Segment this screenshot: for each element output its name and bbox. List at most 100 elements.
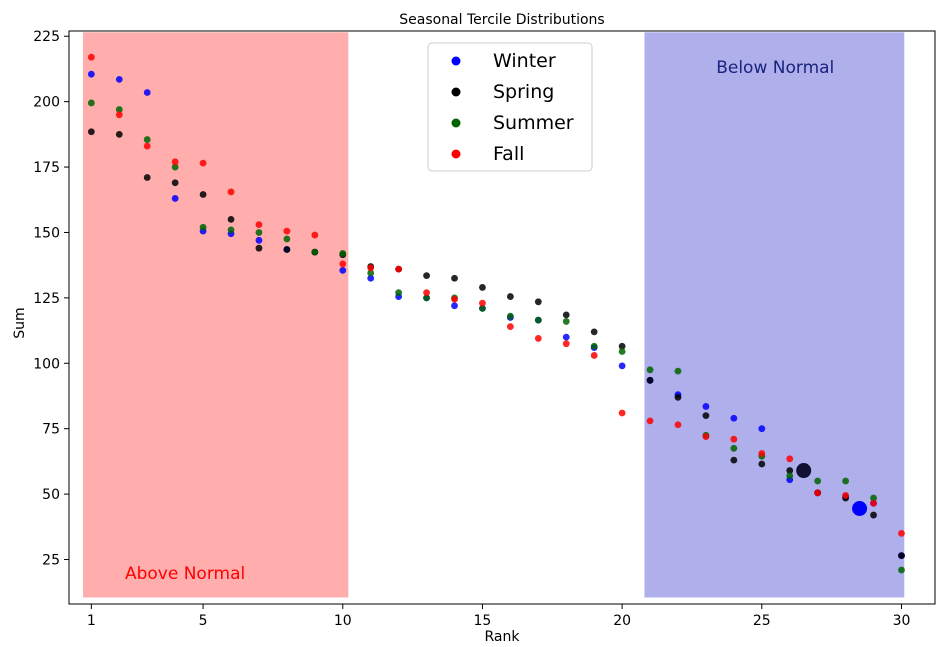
point-winter-14 [451,302,458,310]
point-spring-24 [730,456,738,464]
point-spring-30 [898,552,905,559]
region-label-below-normal: Below Normal [716,58,834,78]
point-spring-17 [534,298,542,306]
point-fall-21 [646,417,654,425]
region-label-above-normal: Above Normal [125,564,245,584]
point-fall-9 [311,231,319,239]
point-fall-27 [814,489,822,497]
legend-label-spring: Spring [493,81,554,103]
point-summer-7 [255,229,263,236]
point-summer-10 [339,249,347,257]
point-summer-3 [143,136,151,143]
point-summer-2 [115,106,123,113]
point-summer-12 [395,289,403,297]
legend-label-summer: Summer [493,112,574,134]
point-spring-2 [115,130,123,138]
point-winter-18 [562,333,570,341]
point-fall-24 [730,435,738,443]
point-fall-13 [423,289,430,297]
chart-title: Seasonal Tercile Distributions [399,12,604,28]
point-fall-20 [618,409,626,417]
x-tick-label-25: 25 [753,613,771,629]
plot-frame [68,30,936,605]
axes-layer [68,30,936,605]
point-winter-24 [730,414,738,422]
point-fall-11 [367,264,375,272]
point-winter-11 [367,274,375,282]
point-summer-9 [311,248,319,256]
point-winter-7 [255,236,263,244]
y-tick-label-50: 50 [42,487,60,503]
point-winter-25 [758,425,766,433]
point-fall-8 [283,227,291,235]
point-spring-15 [479,284,486,291]
point-spring-5 [199,191,207,198]
legend-marker-winter [451,56,461,66]
point-fall-23 [702,433,710,440]
point-summer-15 [479,304,486,312]
point-fall-16 [506,323,514,331]
point-fall-30 [898,529,905,537]
point-summer-17 [534,316,542,324]
x-tick-label-5: 5 [199,613,208,629]
point-summer-19 [590,342,598,350]
point-fall-2 [115,111,123,119]
point-summer-11 [367,269,375,277]
point-winter-10 [339,267,347,274]
y-tick-label-175: 175 [33,160,60,176]
legend-marker-spring [451,87,461,97]
point-fall-1 [87,53,95,61]
point-spring-14 [451,274,458,282]
highlight-point-winter [852,501,868,516]
point-spring-18 [562,311,570,319]
point-winter-1 [87,70,95,78]
point-spring-26 [786,467,794,474]
y-tick-label-150: 150 [33,225,60,241]
y-tick-label-200: 200 [33,95,60,111]
point-fall-6 [227,188,235,196]
y-tick-label-125: 125 [33,291,60,307]
point-spring-16 [506,293,514,300]
point-summer-20 [618,348,626,355]
point-summer-22 [674,367,682,375]
x-axis-label: Rank [485,629,521,645]
point-fall-18 [562,340,570,348]
x-tick-label-15: 15 [474,613,492,629]
legend-label-winter: Winter [493,50,556,72]
point-summer-16 [506,312,514,320]
point-fall-7 [255,221,263,229]
point-summer-18 [562,318,570,325]
legend: Winter Spring Summer Fall [427,42,593,172]
point-fall-28 [842,492,850,499]
point-winter-2 [115,76,123,83]
point-fall-5 [199,159,207,167]
point-summer-27 [814,477,822,485]
point-spring-20 [618,342,626,350]
point-summer-30 [898,566,905,574]
point-summer-5 [199,223,207,231]
point-fall-15 [479,299,486,307]
point-summer-24 [730,444,738,452]
point-fall-4 [171,158,179,166]
x-tick-label-1: 1 [87,613,96,629]
point-spring-21 [646,376,654,384]
point-summer-1 [87,99,95,107]
point-spring-1 [87,128,95,136]
point-spring-19 [590,328,598,336]
point-summer-13 [423,294,430,302]
y-tick-label-100: 100 [33,356,60,372]
point-fall-17 [534,335,542,342]
point-winter-4 [171,195,179,202]
legend-label-fall: Fall [493,143,524,165]
point-spring-3 [143,174,151,181]
point-spring-8 [283,246,291,253]
point-spring-22 [674,393,682,401]
y-tick-label-225: 225 [33,29,60,45]
point-fall-29 [870,499,877,507]
point-summer-6 [227,226,235,234]
point-summer-26 [786,472,794,480]
y-axis-label: Sum [12,307,28,338]
point-fall-26 [786,455,794,463]
point-spring-4 [171,179,179,187]
regions-layer: Above Normal Below Normal [82,32,905,598]
